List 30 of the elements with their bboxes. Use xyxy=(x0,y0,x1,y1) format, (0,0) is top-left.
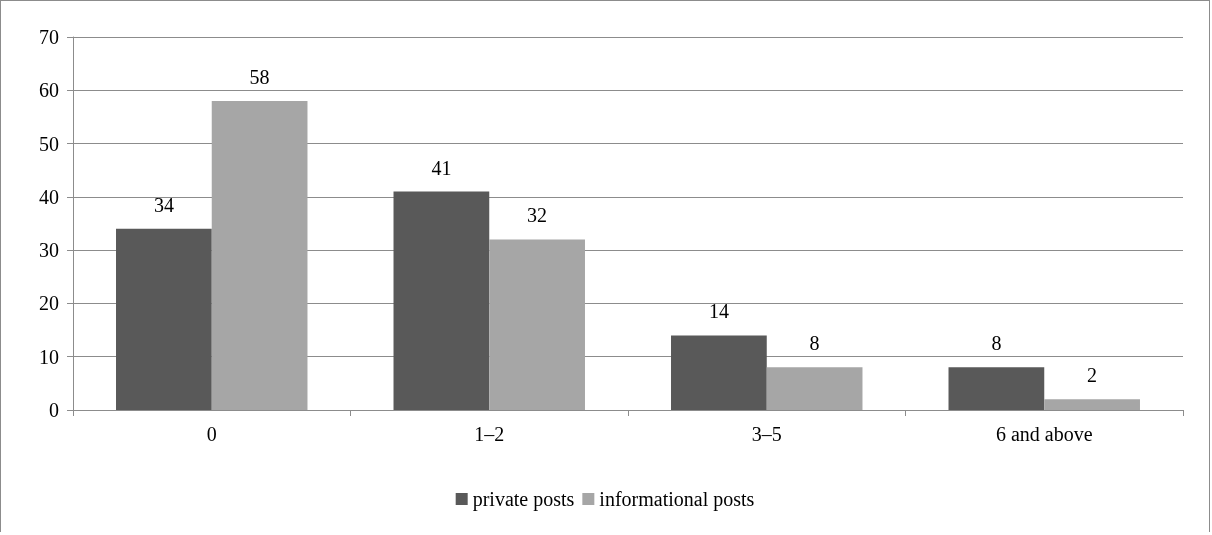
legend-label: informational posts xyxy=(599,488,755,511)
bar xyxy=(211,100,308,410)
data-label: 34 xyxy=(153,193,174,216)
bar xyxy=(489,239,585,410)
x-tick-label: 1–2 xyxy=(474,423,505,445)
y-tick-label: 30 xyxy=(39,239,59,262)
data-label: 8 xyxy=(809,332,820,355)
data-label: 14 xyxy=(708,300,729,323)
x-tick-label: 0 xyxy=(206,423,217,445)
data-label: 8 xyxy=(991,332,1002,355)
bar xyxy=(948,367,1045,410)
y-tick-label: 0 xyxy=(49,399,59,421)
legend-label: private posts xyxy=(472,488,575,511)
y-tick-label: 10 xyxy=(39,345,59,368)
y-tick-label: 20 xyxy=(39,292,59,315)
x-tick-label: 3–5 xyxy=(751,423,782,445)
bar xyxy=(1044,399,1140,410)
y-tick-label: 70 xyxy=(39,26,59,48)
y-tick-label: 40 xyxy=(39,185,59,208)
y-tick-label: 60 xyxy=(39,79,59,102)
x-tick-label: 6 and above xyxy=(995,423,1093,445)
bar xyxy=(671,335,767,410)
data-label: 32 xyxy=(527,204,548,227)
bar xyxy=(393,191,490,410)
data-label: 41 xyxy=(431,156,452,179)
data-label: 58 xyxy=(249,65,270,88)
data-label: 2 xyxy=(1087,364,1098,387)
bar xyxy=(116,228,212,410)
y-tick-label: 50 xyxy=(39,132,59,155)
bar xyxy=(766,367,863,410)
